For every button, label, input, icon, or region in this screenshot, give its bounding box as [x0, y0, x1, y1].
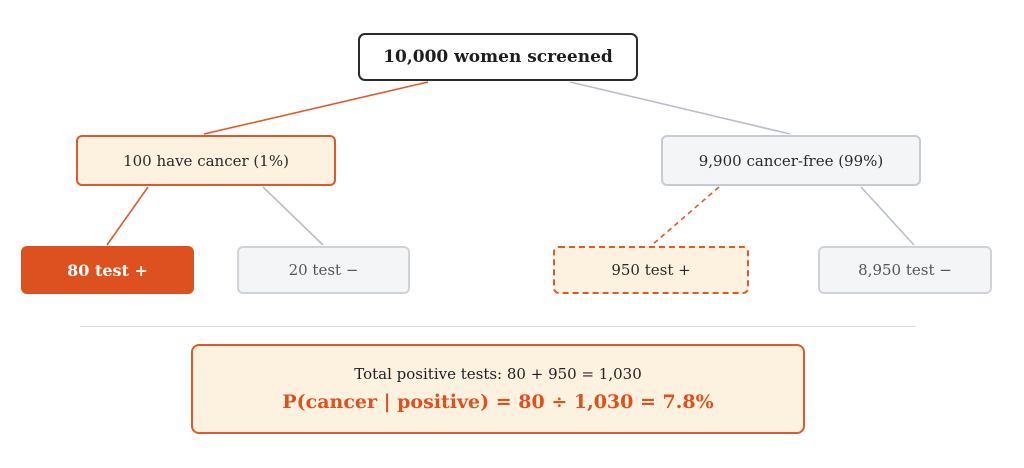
- summary-box: Total positive tests: 80 + 950 = 1,030 P…: [191, 344, 805, 434]
- connector-root-cancer: [203, 81, 429, 135]
- cancer-free-branch-node: 9,900 cancer-free (99%): [661, 135, 921, 186]
- root-node-women-screened: 10,000 women screened: [358, 33, 638, 81]
- false-negative-label: 20 test −: [288, 261, 359, 279]
- true-positive-node: 80 test +: [21, 246, 194, 294]
- connector-cancer-fn: [262, 186, 324, 246]
- total-positive-text: Total positive tests: 80 + 950 = 1,030: [354, 365, 642, 383]
- cancer-branch-label: 100 have cancer (1%): [123, 151, 289, 170]
- root-node-label: 10,000 women screened: [383, 47, 613, 67]
- connector-free-fp: [651, 186, 720, 246]
- true-positive-label: 80 test +: [67, 260, 148, 280]
- false-positive-label: 950 test +: [611, 261, 691, 279]
- connector-free-tn: [860, 186, 915, 246]
- false-negative-node: 20 test −: [237, 246, 410, 294]
- probability-result-text: P(cancer | positive) = 80 ÷ 1,030 = 7.8%: [282, 391, 714, 413]
- connector-root-free: [569, 81, 791, 135]
- section-divider: [80, 326, 916, 327]
- cancer-free-branch-label: 9,900 cancer-free (99%): [698, 151, 884, 170]
- true-negative-node: 8,950 test −: [818, 246, 992, 294]
- connector-cancer-tp: [106, 186, 149, 246]
- true-negative-label: 8,950 test −: [858, 261, 952, 279]
- cancer-branch-node: 100 have cancer (1%): [76, 135, 336, 186]
- false-positive-node: 950 test +: [553, 246, 749, 294]
